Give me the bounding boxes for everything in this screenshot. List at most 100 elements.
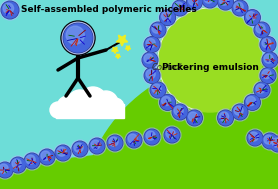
Polygon shape bbox=[116, 35, 128, 46]
Circle shape bbox=[73, 142, 87, 156]
Circle shape bbox=[263, 134, 277, 148]
Circle shape bbox=[144, 54, 153, 63]
Circle shape bbox=[141, 51, 159, 69]
Circle shape bbox=[233, 1, 247, 15]
Circle shape bbox=[152, 84, 161, 93]
Circle shape bbox=[233, 105, 247, 119]
Circle shape bbox=[145, 69, 159, 83]
Circle shape bbox=[151, 83, 165, 97]
Circle shape bbox=[187, 0, 202, 10]
Circle shape bbox=[71, 140, 89, 158]
Circle shape bbox=[23, 152, 41, 170]
Circle shape bbox=[259, 67, 277, 84]
Circle shape bbox=[150, 82, 166, 98]
Circle shape bbox=[40, 150, 54, 164]
Circle shape bbox=[187, 110, 202, 126]
Circle shape bbox=[50, 102, 66, 118]
Circle shape bbox=[89, 138, 105, 154]
Circle shape bbox=[55, 145, 71, 161]
Text: Pickering emulsion: Pickering emulsion bbox=[162, 64, 259, 73]
Text: Control: Control bbox=[152, 64, 182, 73]
Circle shape bbox=[106, 98, 124, 116]
Circle shape bbox=[63, 22, 93, 53]
Circle shape bbox=[2, 2, 18, 18]
Polygon shape bbox=[116, 54, 120, 59]
Circle shape bbox=[0, 162, 13, 178]
Bar bbox=[56, 104, 124, 118]
Circle shape bbox=[270, 136, 278, 152]
Circle shape bbox=[61, 21, 95, 55]
Circle shape bbox=[245, 10, 260, 25]
Circle shape bbox=[262, 133, 278, 149]
Circle shape bbox=[126, 132, 142, 148]
Circle shape bbox=[253, 81, 271, 99]
Circle shape bbox=[245, 95, 259, 109]
Circle shape bbox=[248, 131, 262, 145]
Circle shape bbox=[127, 133, 141, 147]
Polygon shape bbox=[125, 46, 131, 51]
Circle shape bbox=[0, 163, 12, 177]
Circle shape bbox=[145, 130, 159, 144]
Circle shape bbox=[259, 36, 277, 53]
Circle shape bbox=[26, 155, 35, 164]
Circle shape bbox=[11, 158, 25, 172]
Circle shape bbox=[219, 111, 232, 125]
Circle shape bbox=[91, 140, 100, 149]
Circle shape bbox=[234, 2, 243, 11]
Circle shape bbox=[272, 138, 278, 147]
Circle shape bbox=[106, 134, 124, 152]
Circle shape bbox=[232, 104, 248, 120]
Circle shape bbox=[143, 128, 161, 146]
Circle shape bbox=[171, 103, 189, 121]
Circle shape bbox=[263, 53, 277, 67]
Circle shape bbox=[260, 68, 276, 83]
Circle shape bbox=[158, 8, 262, 112]
Circle shape bbox=[244, 9, 261, 27]
Circle shape bbox=[201, 0, 219, 9]
Circle shape bbox=[231, 0, 249, 17]
Circle shape bbox=[125, 131, 143, 149]
Circle shape bbox=[39, 149, 55, 165]
Circle shape bbox=[174, 2, 183, 11]
Circle shape bbox=[220, 0, 229, 5]
Circle shape bbox=[146, 70, 155, 79]
Circle shape bbox=[172, 104, 188, 120]
Circle shape bbox=[187, 111, 202, 125]
Circle shape bbox=[160, 95, 175, 110]
Circle shape bbox=[220, 112, 229, 121]
Circle shape bbox=[188, 0, 198, 5]
Circle shape bbox=[158, 9, 177, 27]
Circle shape bbox=[149, 81, 167, 99]
Circle shape bbox=[244, 93, 261, 112]
Circle shape bbox=[187, 0, 202, 9]
Circle shape bbox=[108, 136, 122, 150]
Circle shape bbox=[262, 39, 271, 48]
Circle shape bbox=[0, 0, 20, 20]
Circle shape bbox=[145, 37, 159, 51]
Circle shape bbox=[149, 21, 167, 39]
Polygon shape bbox=[0, 140, 278, 189]
Circle shape bbox=[90, 139, 104, 153]
Circle shape bbox=[256, 24, 265, 33]
Circle shape bbox=[256, 84, 265, 93]
Circle shape bbox=[174, 106, 183, 115]
Circle shape bbox=[164, 127, 180, 143]
Circle shape bbox=[245, 95, 260, 110]
Circle shape bbox=[24, 153, 40, 169]
Circle shape bbox=[54, 144, 72, 162]
Circle shape bbox=[261, 51, 278, 69]
Circle shape bbox=[218, 110, 233, 126]
Circle shape bbox=[146, 39, 155, 48]
Circle shape bbox=[0, 161, 14, 179]
Circle shape bbox=[109, 137, 118, 146]
Circle shape bbox=[254, 22, 270, 38]
Circle shape bbox=[25, 154, 39, 168]
Circle shape bbox=[262, 70, 271, 79]
Circle shape bbox=[64, 24, 92, 52]
Circle shape bbox=[151, 23, 165, 37]
Polygon shape bbox=[0, 158, 278, 189]
Circle shape bbox=[264, 54, 273, 63]
Circle shape bbox=[188, 112, 198, 121]
Circle shape bbox=[262, 52, 278, 68]
Circle shape bbox=[185, 109, 203, 127]
